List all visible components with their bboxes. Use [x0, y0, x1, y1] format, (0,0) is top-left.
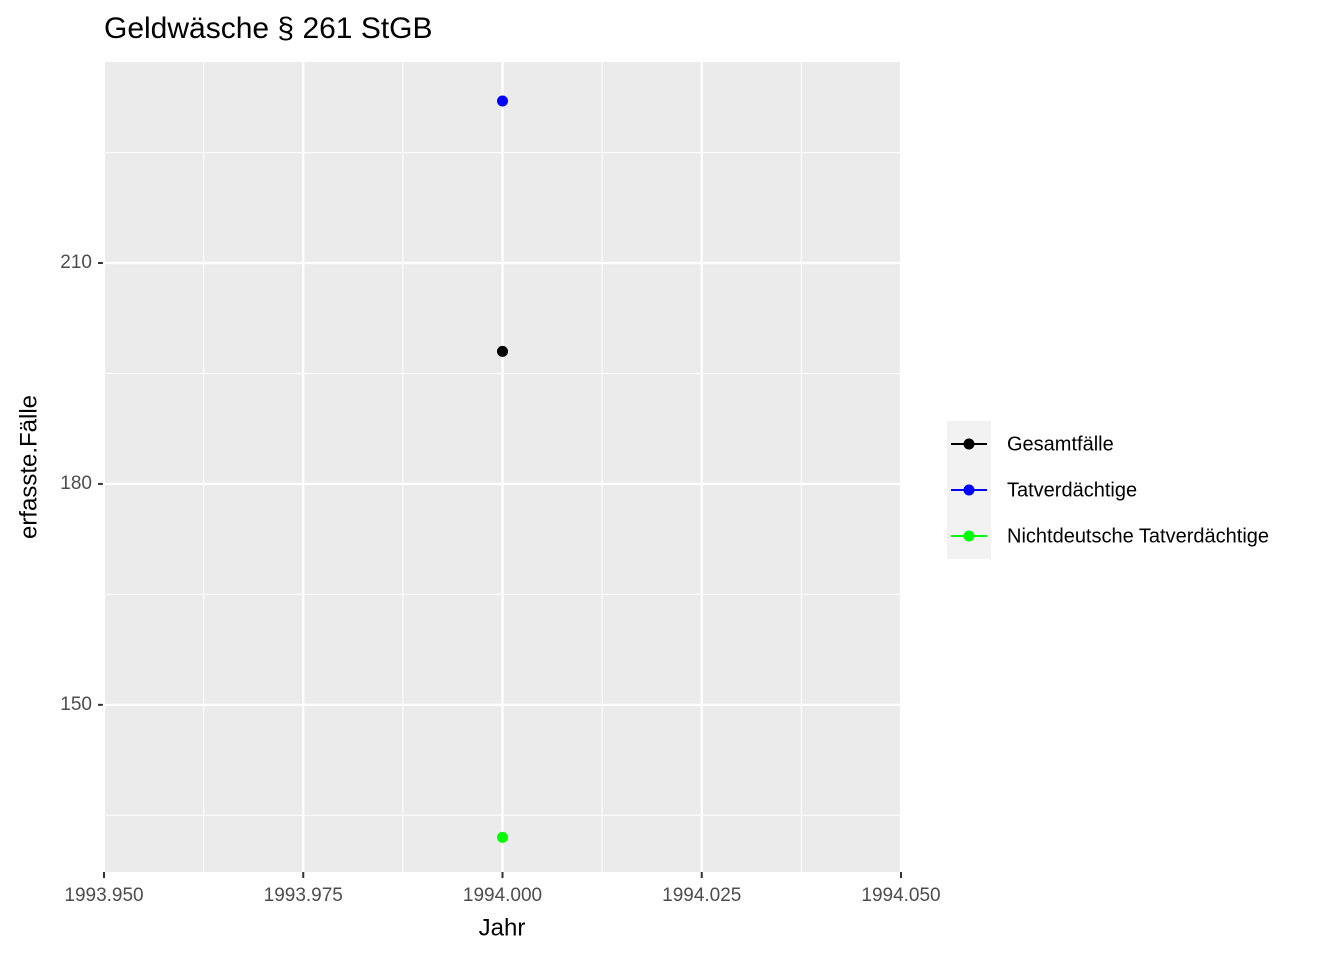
x-tick-label: 1993.950	[64, 885, 143, 906]
data-point	[497, 831, 508, 843]
legend-key-point	[963, 530, 975, 542]
y-tick-label: 210	[60, 252, 92, 273]
y-tick-label: 150	[60, 694, 92, 715]
x-tick-label: 1994.050	[861, 885, 940, 906]
y-tick-label: 180	[60, 473, 92, 494]
data-point	[497, 345, 508, 357]
x-tick-label: 1994.000	[463, 885, 542, 906]
data-point	[497, 95, 508, 107]
x-tick-label: 1993.975	[264, 885, 343, 906]
chart-title: Geldwäsche § 261 StGB	[104, 12, 433, 45]
legend-label: Tatverdächtige	[1007, 479, 1137, 501]
legend-key-point	[963, 438, 975, 450]
legend-label: Nichtdeutsche Tatverdächtige	[1007, 525, 1269, 547]
x-axis-label: Jahr	[479, 914, 526, 941]
y-axis-label: erfasste.Fälle	[15, 395, 42, 539]
x-tick-label: 1994.025	[662, 885, 741, 906]
legend-label: Gesamtfälle	[1007, 433, 1114, 455]
legend-key-point	[963, 484, 975, 496]
